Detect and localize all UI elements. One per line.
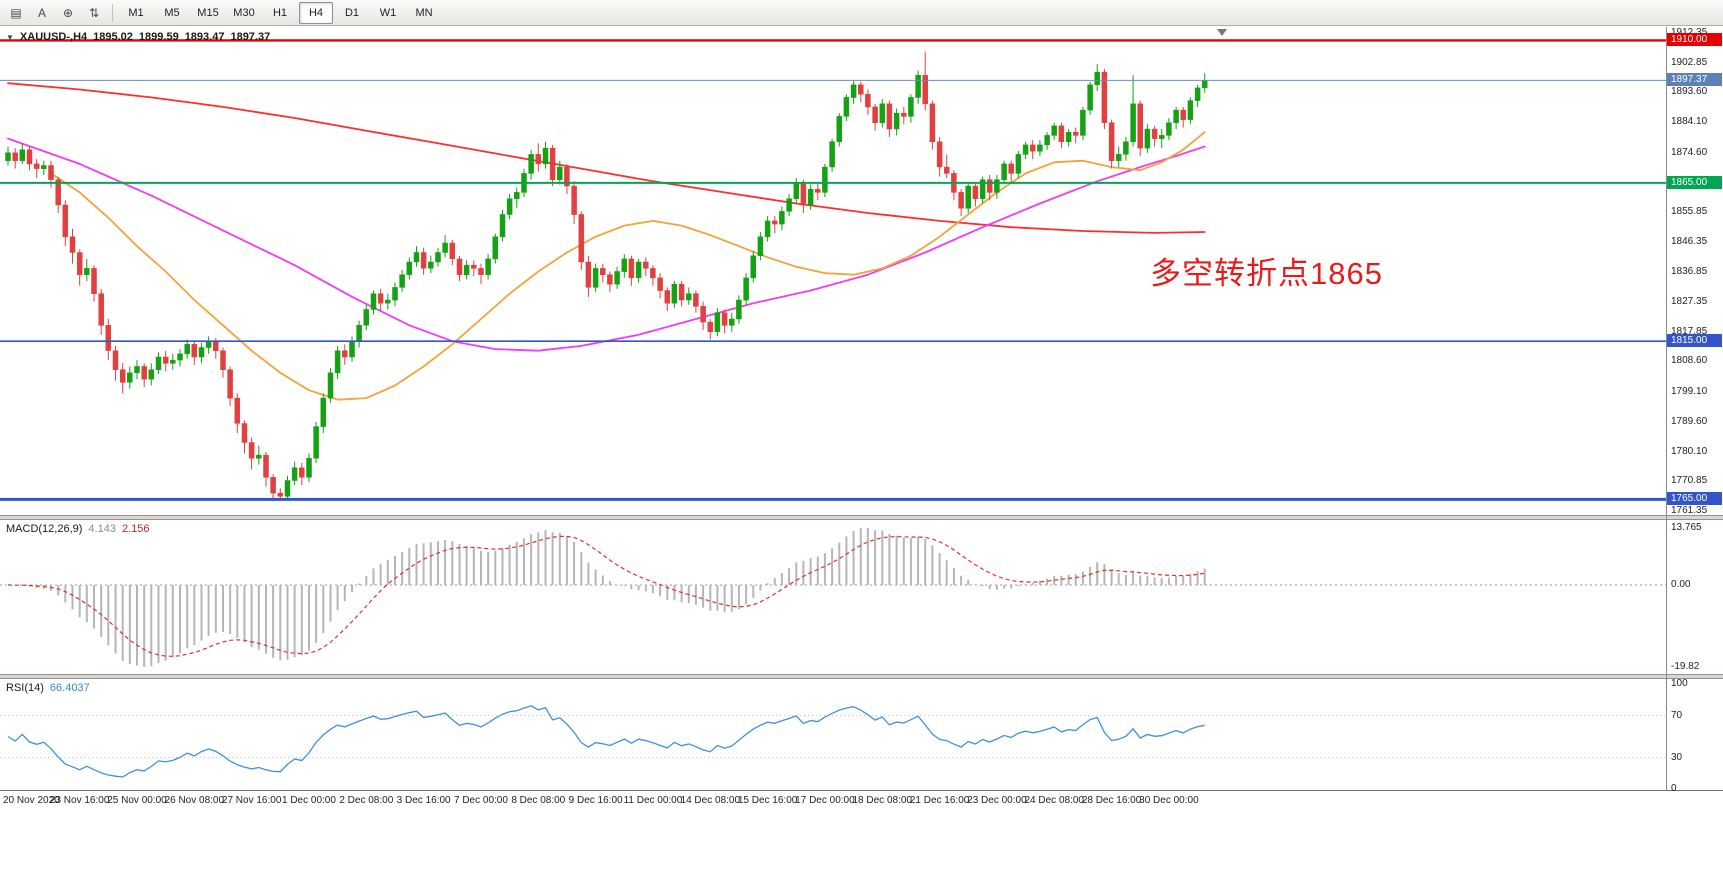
timeframe-toolbar: M1 M5 M15 M30 H1 H4 D1 W1 MN <box>118 0 442 25</box>
rsi-pane[interactable] <box>0 679 1666 790</box>
price-tick-label: 1761.35 <box>1671 505 1708 516</box>
pane-separator-main-macd[interactable] <box>0 515 1723 520</box>
price-tick-label: 1827.35 <box>1671 296 1708 308</box>
macd-tick-label: -19.82 <box>1671 661 1700 673</box>
macd-main-value: 4.143 <box>88 523 116 535</box>
time-tick-label: 28 Dec 16:00 <box>1081 795 1142 806</box>
time-tick-label: 23 Nov 16:00 <box>49 795 110 806</box>
price-axis[interactable]: 1912.35 1902.85 1893.60 1884.10 1874.60 1865.… <box>1667 0 1723 890</box>
symbol-timeframe-label: XAUUSD-,H4 <box>19 31 88 43</box>
rsi-tick-label: 0 <box>1671 783 1677 794</box>
rsi-tick-label: 100 <box>1671 678 1688 689</box>
time-tick-label: 1 Dec 00:00 <box>282 795 336 806</box>
time-tick-label: 14 Dec 08:00 <box>680 795 741 806</box>
price-badge-1865.00: 1865.00 <box>1667 175 1722 189</box>
price-tick-label: 1902.85 <box>1671 57 1708 69</box>
time-tick-label: 7 Dec 00:00 <box>453 795 508 806</box>
text-tool-icon[interactable]: A <box>37 5 46 20</box>
open-value: 1895.02 <box>93 31 133 43</box>
price-tick-label: 1789.60 <box>1671 415 1708 427</box>
macd-label: MACD(12,26,9) <box>6 523 83 535</box>
price-tick-label: 1846.35 <box>1671 235 1708 247</box>
rsi-tick-label: 70 <box>1671 709 1683 721</box>
timeframe-mn-button[interactable]: MN <box>415 6 433 19</box>
high-value: 1899.59 <box>138 31 179 43</box>
chart-shift-marker-icon[interactable] <box>1217 29 1227 36</box>
price-tick-label: 1799.10 <box>1671 385 1708 397</box>
time-tick-label: 21 Dec 16:00 <box>909 795 970 806</box>
price-badge-1897.37: 1897.37 <box>1667 73 1722 87</box>
toolbar-icon-group: ▤ A ⊕ ⇅ <box>3 0 107 25</box>
collapse-icon[interactable]: ▼ <box>6 32 14 42</box>
rsi-header: RSI(14) 66.4037 <box>6 682 90 694</box>
timeframe-h4-button[interactable]: H4 <box>299 1 333 24</box>
price-axis-border <box>1666 27 1667 790</box>
time-tick-label: 9 Dec 16:00 <box>568 795 623 806</box>
chart-grid-icon[interactable]: ▤ <box>10 5 22 20</box>
macd-tick-label: 0.00 <box>1671 579 1691 590</box>
crosshair-icon[interactable]: ⊕ <box>62 5 74 20</box>
price-tick-label: 1780.10 <box>1671 445 1708 457</box>
main-chart-pane[interactable] <box>0 27 1666 515</box>
time-tick-label: 25 Nov 00:00 <box>107 795 167 806</box>
time-axis[interactable]: 20 Nov 2020 23 Nov 16:00 25 Nov 00:00 26 No… <box>0 791 1666 811</box>
macd-pane[interactable] <box>0 520 1666 674</box>
time-tick-label: 18 Dec 08:00 <box>852 795 913 806</box>
price-badge-1815.00: 1815.00 <box>1667 334 1722 348</box>
time-tick-label: 17 Dec 00:00 <box>795 795 855 806</box>
price-badge-1765.00: 1765.00 <box>1667 492 1722 506</box>
price-tick-label: 1893.60 <box>1671 86 1708 98</box>
time-axis-border <box>0 790 1723 791</box>
price-tick-label: 1912.35 <box>1671 27 1707 38</box>
line-studies-icon[interactable]: ⇅ <box>88 5 100 20</box>
low-value: 1893.47 <box>184 31 225 43</box>
price-tick-label: 1884.10 <box>1671 116 1708 128</box>
annotation-text[interactable]: 多空转折点1865 <box>1150 256 1383 291</box>
rsi-tick-label: 30 <box>1671 751 1683 763</box>
time-tick-label: 24 Dec 08:00 <box>1024 795 1084 806</box>
timeframe-m30-button[interactable]: M30 <box>233 6 255 19</box>
time-tick-label: 27 Nov 16:00 <box>221 795 282 806</box>
time-tick-label: 11 Dec 00:00 <box>623 795 683 806</box>
time-tick-label: 3 Dec 16:00 <box>396 795 451 806</box>
time-tick-label: 20 Nov 2020 <box>3 795 60 806</box>
ohlc-header: ▼ XAUUSD-,H4 1895.02 1899.59 1893.47 189… <box>6 31 270 43</box>
timeframe-m1-button[interactable]: M1 <box>128 6 144 19</box>
time-tick-label: 23 Dec 00:00 <box>967 795 1027 806</box>
pane-separator-macd-rsi[interactable] <box>0 674 1723 679</box>
rsi-value: 66.4037 <box>49 682 90 694</box>
timeframe-w1-button[interactable]: W1 <box>379 6 397 19</box>
time-tick-label: 26 Nov 08:00 <box>164 795 225 806</box>
price-tick-label: 1855.85 <box>1671 205 1708 217</box>
macd-tick-label: 13.765 <box>1671 522 1702 534</box>
time-tick-label: 8 Dec 08:00 <box>511 795 566 806</box>
timeframe-d1-button[interactable]: D1 <box>344 6 360 19</box>
timeframe-m5-button[interactable]: M5 <box>164 6 180 19</box>
time-tick-label: 15 Dec 16:00 <box>737 795 798 806</box>
timeframe-m15-button[interactable]: M15 <box>197 6 219 19</box>
price-tick-label: 1874.60 <box>1671 146 1708 158</box>
timeframe-h1-button[interactable]: H1 <box>272 6 288 19</box>
price-tick-label: 1817.85 <box>1671 326 1708 338</box>
price-tick-label: 1770.85 <box>1671 474 1708 486</box>
time-tick-label: 2 Dec 08:00 <box>339 795 394 806</box>
top-toolbar: ▤ A ⊕ ⇅ M1 M5 M15 M30 H1 H4 D1 W1 MN <box>0 0 1723 26</box>
price-tick-label: 1836.85 <box>1671 266 1708 277</box>
price-badge-1910.00: 1910.00 <box>1667 33 1722 47</box>
macd-header: MACD(12,26,9) 4.143 2.156 <box>6 523 149 535</box>
rsi-label: RSI(14) <box>6 682 44 694</box>
macd-signal-value: 2.156 <box>121 523 150 535</box>
toolbar-separator <box>112 3 113 22</box>
time-tick-label: 30 Dec 00:00 <box>1139 795 1199 806</box>
close-value: 1897.37 <box>230 31 271 43</box>
price-tick-label: 1808.60 <box>1671 355 1708 367</box>
